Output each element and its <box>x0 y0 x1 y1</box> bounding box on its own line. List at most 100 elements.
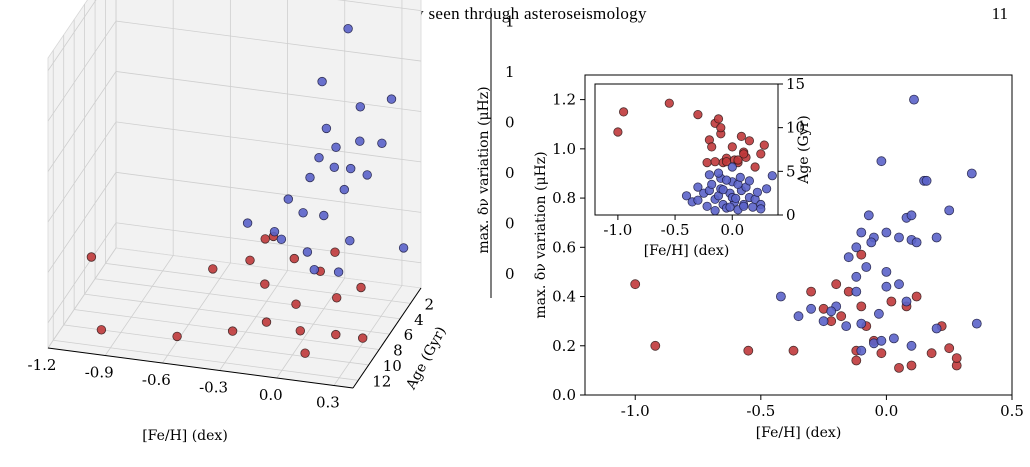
y-tick-label: 1.0 <box>552 140 576 158</box>
point-blue <box>331 142 341 153</box>
inset-point-blue <box>727 177 737 187</box>
point-blue <box>931 232 942 243</box>
inset-point-red <box>618 107 629 117</box>
point-blue <box>911 237 922 248</box>
inset-chart: -1.0 -0.5 0.0 0 5 10 15 [Fe/H] (dex) Age (Gyr) <box>594 75 812 259</box>
y-tick-label: 0.2 <box>552 337 576 355</box>
point-blue <box>333 267 344 277</box>
inset-point-blue <box>744 192 755 203</box>
x-tick-label: 0.0 <box>874 402 898 420</box>
point-red <box>906 360 917 371</box>
point-blue <box>874 308 884 319</box>
point-red <box>630 279 641 290</box>
inset-point-red <box>741 152 751 162</box>
point-red <box>836 311 847 322</box>
chart-3d-points <box>86 24 409 358</box>
inset-point-blue <box>702 201 712 211</box>
grid-line-y <box>84 4 390 335</box>
point-blue <box>919 175 929 186</box>
point-blue <box>881 281 892 292</box>
point-red <box>911 291 922 302</box>
inset-point-blue <box>704 170 715 180</box>
point-red <box>926 348 937 359</box>
inset-point-red <box>664 98 674 108</box>
inset-point-red <box>710 157 720 167</box>
grid-line-z <box>47 121 422 223</box>
point-blue <box>276 234 287 245</box>
point-red <box>843 286 854 297</box>
point-blue <box>876 156 887 167</box>
point-red <box>951 360 962 371</box>
point-red <box>295 326 306 336</box>
point-red <box>876 348 887 359</box>
point-red <box>901 301 912 312</box>
inset-point-red <box>702 158 712 168</box>
point-red <box>806 286 816 297</box>
inset-point-red <box>716 129 726 139</box>
inset-point-red <box>759 140 769 150</box>
point-blue <box>856 227 867 238</box>
point-red <box>936 321 947 332</box>
point-red <box>788 345 799 356</box>
chart-2d-frame: -1.0 -0.5 0.0 0.5 0.0 0.2 0.4 0.6 0.8 1.0 1.2 [Fe/H… <box>533 74 1024 441</box>
x-tick-label: 0.5 <box>1000 402 1024 420</box>
y-axis-line <box>352 287 422 389</box>
grid-line-z <box>47 71 422 172</box>
y-tick-label: 6 <box>404 326 414 344</box>
point-red <box>856 249 867 260</box>
point-red <box>227 326 238 336</box>
point-blue <box>269 226 280 237</box>
inset-point-blue <box>704 185 715 196</box>
chart-3d-panes <box>47 0 422 389</box>
inset-x-axis-label: [Fe/H] (dex) <box>644 243 730 259</box>
point-blue <box>909 94 919 105</box>
inset-point-blue <box>727 162 737 172</box>
x-tick-label: -1.0 <box>621 402 650 420</box>
grid-line-x <box>162 0 231 364</box>
inset-point-blue <box>744 176 755 186</box>
inset-point-red <box>750 162 760 172</box>
z-tick-label: 0.8 <box>505 113 515 131</box>
z-tick-label: 0.6 <box>505 164 515 182</box>
grid-line-x <box>333 0 403 386</box>
point-blue <box>906 210 917 221</box>
inset-point-blue <box>699 188 709 198</box>
point-blue <box>881 227 892 238</box>
z-tick-label: 1.2 <box>505 13 515 31</box>
inset-point-red <box>721 157 732 167</box>
point-red <box>856 301 867 312</box>
point-blue <box>355 136 365 146</box>
y-tick-label: 0.8 <box>552 189 576 207</box>
y-tick-label: 1.2 <box>552 91 576 109</box>
y-tick-label: 8 <box>393 342 403 360</box>
point-blue <box>894 232 904 243</box>
inset-point-blue <box>713 191 724 201</box>
grid-line-y <box>73 19 380 350</box>
inset-point-blue <box>731 193 741 203</box>
x-tick-label: 0.0 <box>259 386 283 404</box>
inset-point-blue <box>750 194 760 204</box>
x-tick-label: -0.3 <box>199 379 228 397</box>
grid-line-z <box>47 0 422 71</box>
point-blue <box>377 138 387 149</box>
point-blue <box>776 291 786 302</box>
point-blue <box>283 194 294 204</box>
point-blue <box>921 175 932 186</box>
inset-point-blue <box>693 195 703 205</box>
y-tick-label: 12 <box>372 372 391 390</box>
point-blue <box>971 318 982 329</box>
point-red <box>818 303 829 314</box>
point-blue <box>242 218 253 228</box>
plot-area <box>584 74 1013 396</box>
inset-y-tick-label: 15 <box>786 75 805 93</box>
point-blue <box>345 235 355 246</box>
point-blue <box>826 306 837 317</box>
point-red <box>944 343 955 354</box>
grid-line-z <box>47 171 422 273</box>
point-blue <box>841 321 852 332</box>
inset-point-blue <box>716 173 726 183</box>
point-red <box>330 247 340 257</box>
point-blue <box>869 232 879 243</box>
point-red <box>951 353 962 364</box>
